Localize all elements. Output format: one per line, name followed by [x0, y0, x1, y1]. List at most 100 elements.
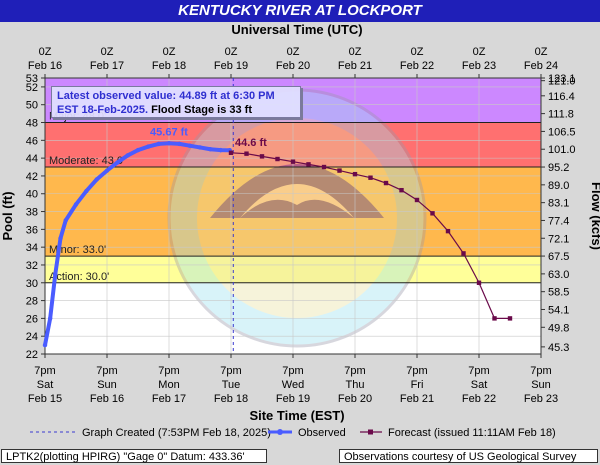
y-tick-label: 50: [26, 100, 38, 112]
observed-point: [187, 143, 192, 148]
top-tick-date: Feb 19: [214, 60, 248, 72]
forecast-point: [337, 168, 342, 173]
forecast-point: [228, 150, 234, 155]
forecast-point: [368, 175, 373, 180]
forecast-point: [290, 159, 296, 164]
bottom-tick-day: Sat: [471, 379, 488, 391]
latest-value-callout: Latest observed value: 44.89 ft at 6:30 …: [51, 86, 301, 118]
y-tick-label: 34: [26, 242, 38, 254]
y2-tick-label: 101.0: [548, 144, 576, 156]
y2-tick-label: 67.5: [548, 251, 569, 263]
y2-tick-label: 89.0: [548, 180, 569, 192]
legend-forecast-marker: [368, 429, 373, 435]
observed-point: [208, 147, 213, 152]
top-tick-hour: 0Z: [535, 46, 548, 58]
top-axis-title: Universal Time (UTC): [231, 22, 362, 37]
y-tick-label: 48: [26, 118, 38, 130]
flood-stage-label: Minor: 33.0': [49, 244, 106, 256]
bottom-tick-date: Feb 19: [276, 393, 310, 405]
y-tick-label: 46: [26, 135, 38, 147]
bottom-tick-date: Feb 16: [90, 393, 124, 405]
forecast-point: [352, 171, 358, 177]
footer-credit: Observations courtesy of US Geological S…: [339, 449, 598, 463]
y-tick-label: 36: [26, 224, 38, 236]
top-tick-date: Feb 22: [400, 60, 434, 72]
y2-tick-label: 63.0: [548, 269, 569, 281]
y2-tick-label: 116.4: [548, 91, 575, 103]
bottom-tick-day: Mon: [158, 379, 179, 391]
top-tick-hour: 0Z: [39, 46, 52, 58]
top-tick-hour: 0Z: [287, 46, 300, 58]
observed-point: [58, 236, 63, 241]
forecast-point: [445, 228, 451, 234]
y-tick-label: 30: [26, 278, 38, 290]
bottom-tick-day: Sun: [531, 379, 551, 391]
forecast-point: [321, 164, 327, 170]
forecast-point: [399, 187, 404, 193]
bottom-tick-day: Wed: [282, 379, 304, 391]
y-tick-label: 44: [26, 153, 38, 165]
bottom-tick-date: Feb 21: [400, 393, 434, 405]
top-tick-hour: 0Z: [163, 46, 176, 58]
forecast-point: [306, 162, 311, 167]
bottom-tick-day: Thu: [346, 379, 365, 391]
legend-observed: Observed: [298, 427, 346, 439]
y2-tick-label: 111.8: [548, 109, 574, 121]
y-tick-label: 32: [26, 260, 38, 272]
y-axis-title: Pool (ft): [0, 191, 15, 240]
top-tick-date: Feb 17: [90, 60, 124, 72]
y-tick-label: 40: [26, 189, 38, 201]
observed-point: [63, 218, 68, 223]
bottom-tick-time: 7pm: [34, 365, 55, 377]
observed-point: [94, 177, 99, 182]
observed-point: [42, 342, 48, 348]
legend-forecast: Forecast (issued 11:11AM Feb 18): [388, 427, 556, 439]
top-tick-hour: 0Z: [411, 46, 424, 58]
top-tick-date: Feb 20: [276, 60, 310, 72]
flood-stage-label: Moderate: 43.0': [49, 155, 125, 167]
bottom-tick-time: 7pm: [468, 365, 489, 377]
bottom-tick-day: Fri: [411, 379, 424, 391]
forecast-point: [461, 251, 466, 256]
bottom-tick-day: Sat: [37, 379, 54, 391]
forecast-point: [492, 316, 497, 321]
callout-line2: EST 18-Feb-2025. Flood Stage is 33 ft: [57, 103, 295, 117]
y-tick-label: 53: [26, 73, 38, 85]
observed-point: [84, 188, 89, 194]
bottom-tick-date: Feb 20: [338, 393, 372, 405]
observed-point: [177, 141, 182, 147]
top-tick-date: Feb 24: [524, 60, 558, 72]
top-tick-date: Feb 21: [338, 60, 372, 72]
y2-tick-label: 121.0: [548, 76, 576, 88]
top-tick-date: Feb 16: [28, 60, 62, 72]
y-tick-label: 26: [26, 313, 38, 325]
bottom-tick-time: 7pm: [158, 365, 179, 377]
y2-tick-label: 95.2: [548, 162, 569, 174]
y-tick-label: 52: [26, 82, 38, 94]
y2-tick-label: 58.5: [548, 287, 569, 299]
y-tick-label: 28: [26, 296, 38, 308]
forecast-point: [430, 211, 435, 216]
bottom-tick-date: Feb 15: [28, 393, 62, 405]
bottom-tick-time: 7pm: [220, 365, 241, 377]
y2-tick-label: 83.1: [548, 198, 569, 210]
top-tick-date: Feb 18: [152, 60, 186, 72]
legend-observed-marker: [277, 429, 283, 435]
y2-tick-label: 123.1: [548, 73, 576, 85]
observed-point: [166, 141, 172, 146]
bottom-tick-time: 7pm: [96, 365, 117, 377]
forecast-point: [476, 280, 482, 285]
y-tick-label: 38: [26, 207, 38, 219]
top-tick-date: Feb 23: [462, 60, 496, 72]
bottom-tick-time: 7pm: [530, 365, 551, 377]
y-tick-label: 22: [26, 349, 38, 361]
bottom-tick-date: Feb 18: [214, 393, 248, 405]
callout-flood-stage: Flood Stage is 33 ft: [148, 104, 252, 116]
legend-graph-created: Graph Created (7:53PM Feb 18, 2025): [82, 427, 271, 439]
top-tick-hour: 0Z: [101, 46, 114, 58]
top-tick-hour: 0Z: [349, 46, 362, 58]
top-tick-hour: 0Z: [473, 46, 486, 58]
y2-tick-label: 72.1: [548, 233, 569, 245]
chart-title: KENTUCKY RIVER AT LOCKPORT: [0, 0, 600, 22]
